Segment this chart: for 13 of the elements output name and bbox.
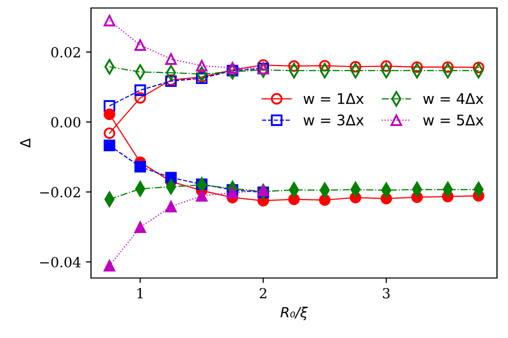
x-axis-title: R₀/ξ	[280, 306, 308, 320]
legend-label: w = 3Δx	[304, 114, 364, 126]
y-tick-label: −0.04	[40, 256, 81, 268]
y-axis-title: Δ	[20, 138, 30, 148]
x-tick-label: 1	[137, 288, 143, 298]
y-tick-label: 0.00	[51, 116, 80, 128]
legend-label: w = 1Δx	[304, 93, 364, 104]
x-tick-label: 3	[382, 288, 390, 298]
x-tick-label: 2	[260, 288, 266, 298]
y-tick-label: −0.02	[40, 186, 80, 198]
legend-label: w = 4Δx	[423, 93, 484, 104]
legend-label: w = 5Δx	[423, 114, 484, 126]
y-tick-label: 0.02	[51, 47, 80, 58]
